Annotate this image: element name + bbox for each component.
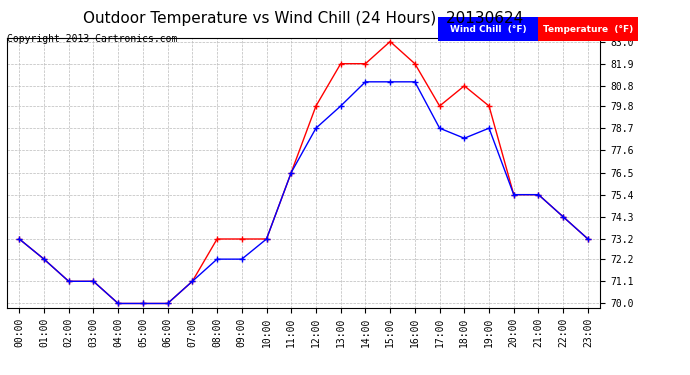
Text: Wind Chill  (°F): Wind Chill (°F) [450, 25, 526, 34]
Text: Temperature  (°F): Temperature (°F) [543, 25, 633, 34]
Text: Copyright 2013 Cartronics.com: Copyright 2013 Cartronics.com [7, 34, 177, 44]
Text: Outdoor Temperature vs Wind Chill (24 Hours)  20130624: Outdoor Temperature vs Wind Chill (24 Ho… [83, 11, 524, 26]
